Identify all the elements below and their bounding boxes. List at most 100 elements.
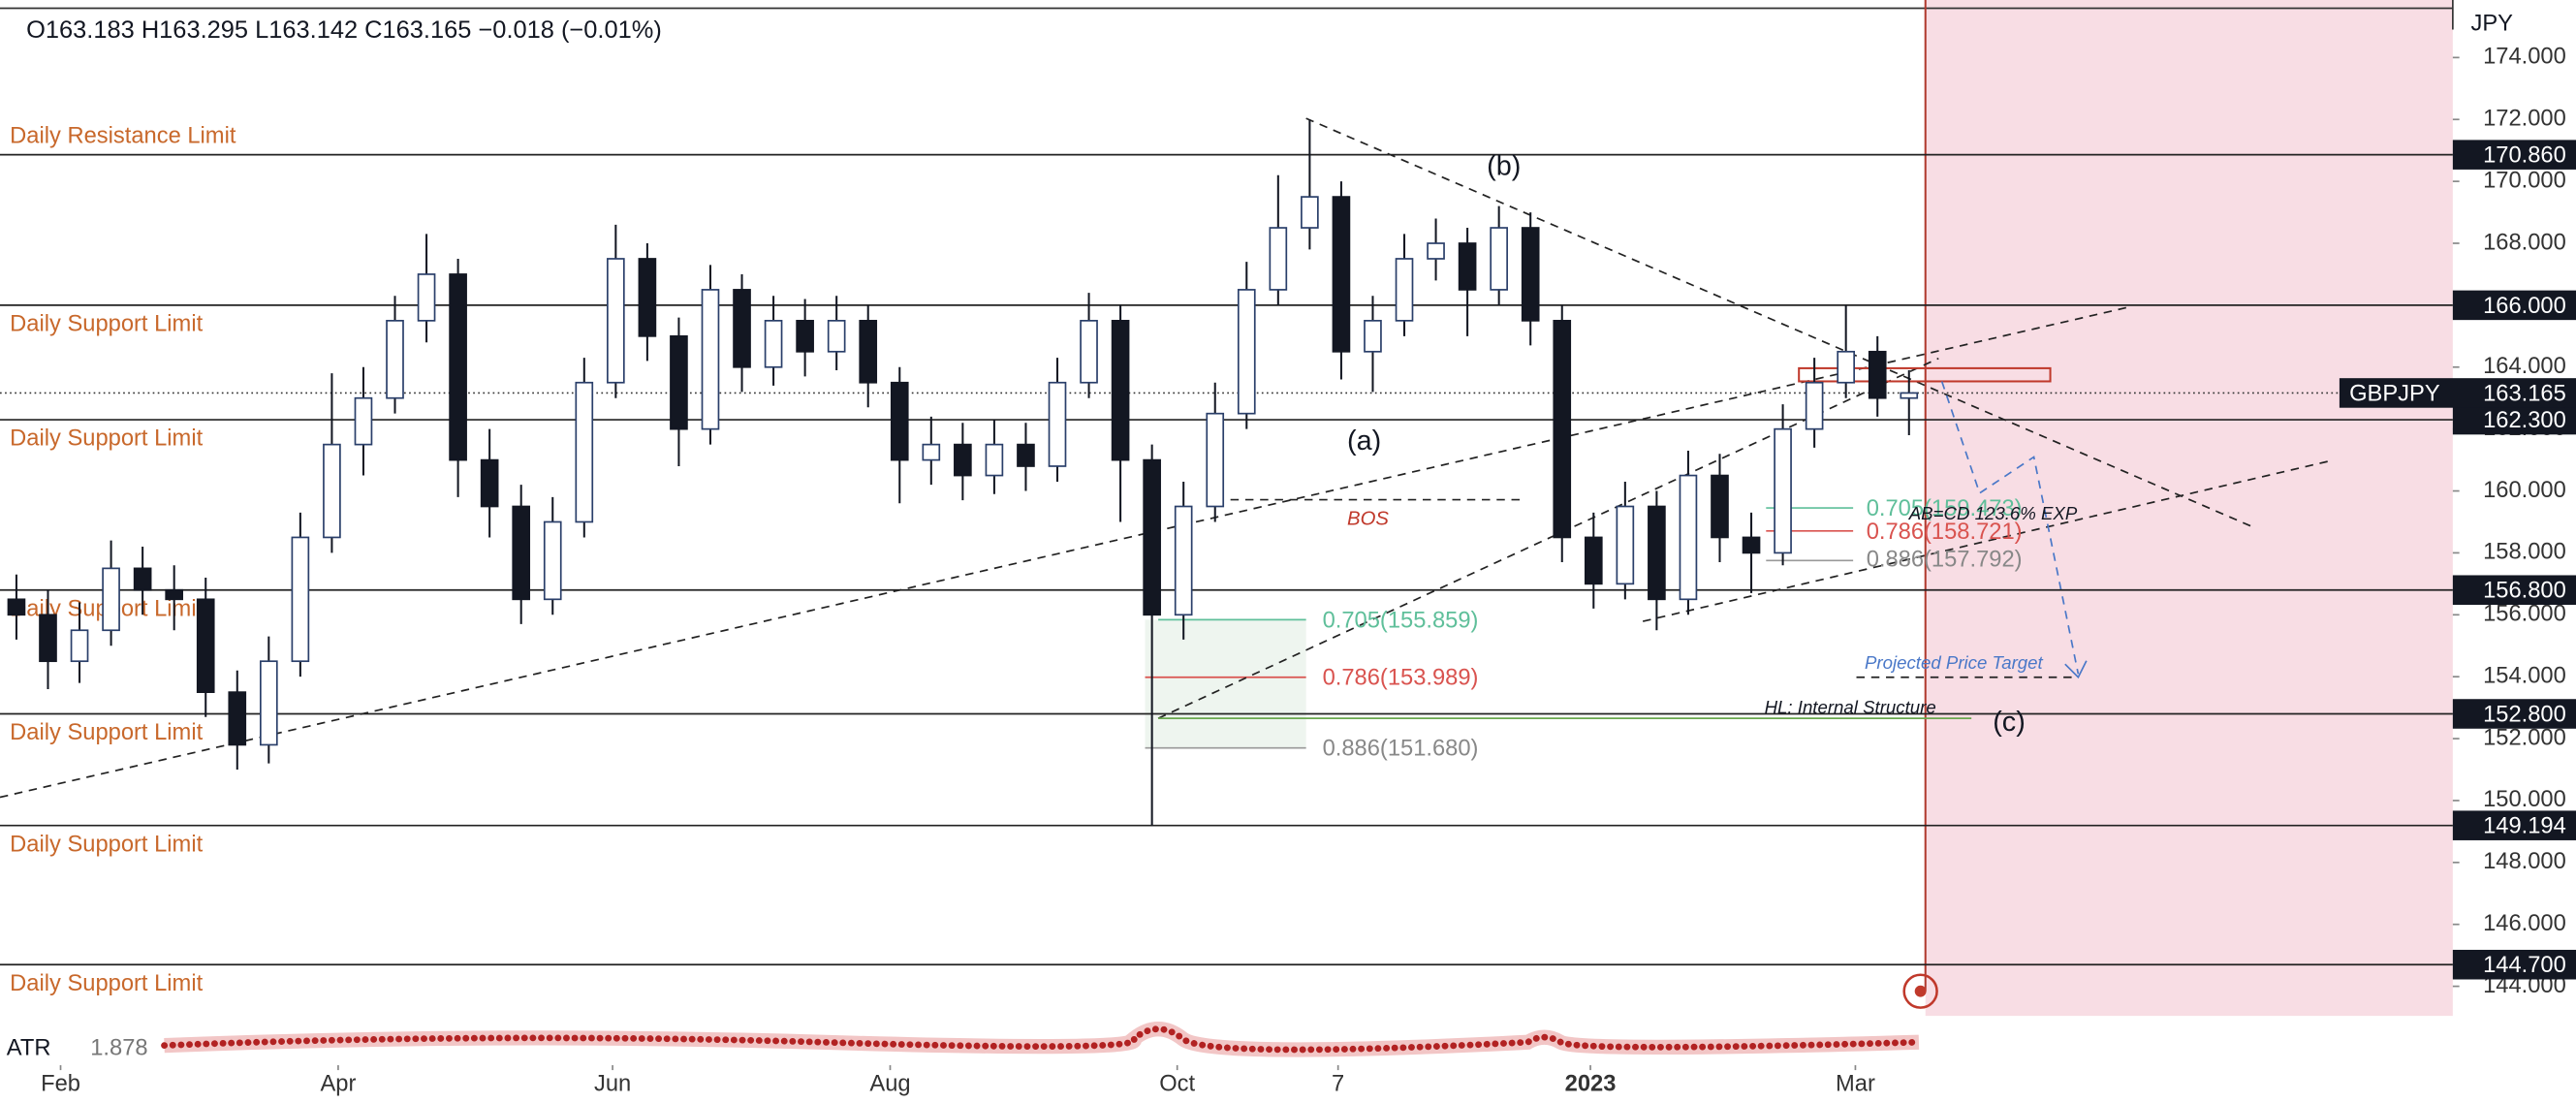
fib-label: 0.886(157.792) bbox=[1867, 548, 2023, 573]
candle-body bbox=[291, 536, 310, 663]
candle-body bbox=[102, 567, 120, 632]
candle-body bbox=[39, 614, 57, 663]
level-label: Daily Resistance Limit bbox=[10, 123, 236, 148]
y-tick-label: 146.000 bbox=[2483, 911, 2566, 936]
candle-body bbox=[449, 273, 467, 461]
x-tick-label: Apr bbox=[320, 1072, 356, 1097]
candle-body bbox=[133, 567, 152, 591]
symbol-label: GBPJPY bbox=[2349, 381, 2440, 406]
y-tick-label: 158.000 bbox=[2483, 540, 2566, 565]
candle-body bbox=[1237, 289, 1256, 415]
x-tick-label: 2023 bbox=[1565, 1072, 1617, 1097]
level-label: Daily Support Limit bbox=[10, 312, 203, 337]
candle-body bbox=[670, 334, 688, 430]
fib-label: 0.886(151.680) bbox=[1323, 737, 1479, 762]
atr-value: 1.878 bbox=[90, 1035, 147, 1060]
candle-body bbox=[733, 289, 751, 368]
y-tick-label: 168.000 bbox=[2483, 230, 2566, 255]
candle-body bbox=[1679, 474, 1698, 601]
candle-body bbox=[354, 396, 373, 446]
atr-line bbox=[161, 1025, 1923, 1054]
candle-body bbox=[1206, 412, 1225, 508]
price-badge-label: 152.800 bbox=[2483, 702, 2566, 727]
candle-body bbox=[1458, 242, 1477, 291]
wave-label: (a) bbox=[1347, 425, 1381, 457]
abcd-label: AB=CD 123.6% EXP bbox=[1908, 503, 2078, 523]
y-tick-label: 160.000 bbox=[2483, 478, 2566, 503]
y-tick-label: 148.000 bbox=[2483, 849, 2566, 874]
fib-label: 0.786(158.721) bbox=[1867, 520, 2023, 545]
y-tick-label: 170.000 bbox=[2483, 168, 2566, 193]
x-tick-label: Feb bbox=[41, 1072, 80, 1097]
fib-label: 0.705(159.473) bbox=[1867, 496, 2023, 521]
candle-body bbox=[480, 458, 499, 508]
bos-label: BOS bbox=[1347, 508, 1389, 529]
last-price-label: 163.165 bbox=[2483, 381, 2566, 406]
fib-label: 0.786(153.989) bbox=[1323, 666, 1479, 691]
candle-body bbox=[575, 381, 594, 523]
atr-name: ATR bbox=[7, 1035, 51, 1060]
candle-body bbox=[638, 258, 657, 337]
cursor-dot bbox=[1914, 985, 1927, 997]
candle-body bbox=[1111, 320, 1130, 461]
candle-body bbox=[1521, 227, 1540, 322]
y-tick-label: 150.000 bbox=[2483, 787, 2566, 812]
candle-body bbox=[7, 598, 26, 616]
candle-body bbox=[1490, 227, 1508, 291]
y-tick-label: 152.000 bbox=[2483, 725, 2566, 750]
candle-body bbox=[1269, 227, 1288, 291]
wave-label: (b) bbox=[1487, 151, 1521, 182]
candle-body bbox=[512, 505, 531, 601]
x-tick-label: Mar bbox=[1836, 1072, 1875, 1097]
candle-body bbox=[859, 320, 878, 384]
candle-body bbox=[1395, 258, 1414, 322]
candle-body bbox=[607, 258, 625, 384]
candle-body bbox=[1742, 536, 1761, 554]
x-tick-label: Aug bbox=[869, 1072, 910, 1097]
candle-body bbox=[1774, 427, 1792, 554]
price-badge bbox=[2452, 404, 2576, 435]
y-tick-label: 164.000 bbox=[2483, 354, 2566, 379]
level-label: Daily Support Limit bbox=[10, 720, 203, 745]
fib-label: 0.705(155.859) bbox=[1323, 608, 1479, 633]
level-label: Daily Support Limit bbox=[10, 971, 203, 996]
candle-body bbox=[1017, 443, 1035, 467]
candle-body bbox=[827, 320, 846, 353]
candle-body bbox=[543, 520, 562, 601]
x-tick-label: Jun bbox=[594, 1072, 631, 1097]
candle-body bbox=[1805, 381, 1824, 430]
candle-body bbox=[323, 443, 341, 539]
wave-label: (c) bbox=[1993, 707, 2026, 738]
candle-body bbox=[1553, 320, 1572, 539]
candle-body bbox=[954, 443, 972, 477]
price-badge-label: 170.860 bbox=[2483, 143, 2566, 169]
candle-body bbox=[228, 691, 247, 746]
projection-path bbox=[1940, 381, 2080, 675]
symbol-badge bbox=[2339, 378, 2576, 408]
candle-body bbox=[1143, 458, 1161, 616]
cursor-marker bbox=[1902, 973, 1938, 1009]
price-badge bbox=[2452, 699, 2576, 729]
fib-zone bbox=[1145, 619, 1306, 748]
candle-body bbox=[1837, 350, 1855, 384]
candle-body bbox=[1080, 320, 1098, 384]
candle-body bbox=[196, 598, 215, 693]
price-badge-label: 149.194 bbox=[2483, 814, 2566, 839]
candle-body bbox=[1364, 320, 1382, 353]
candle-body bbox=[260, 660, 278, 746]
candle-body bbox=[1332, 196, 1351, 353]
candle-body bbox=[1048, 381, 1067, 467]
price-badge bbox=[2452, 140, 2576, 170]
target-label: Projected Price Target bbox=[1865, 652, 2044, 673]
price-badge bbox=[2452, 810, 2576, 840]
y-tick-label: 156.000 bbox=[2483, 602, 2566, 627]
zone-box bbox=[1798, 366, 2052, 383]
price-badge bbox=[2452, 575, 2576, 606]
hl-label: HL: Internal Structure bbox=[1765, 697, 1936, 717]
level-label: Daily Support Limit bbox=[10, 426, 203, 452]
price-badge-label: 156.800 bbox=[2483, 579, 2566, 604]
candle-body bbox=[796, 320, 814, 353]
trendline bbox=[0, 306, 2128, 799]
